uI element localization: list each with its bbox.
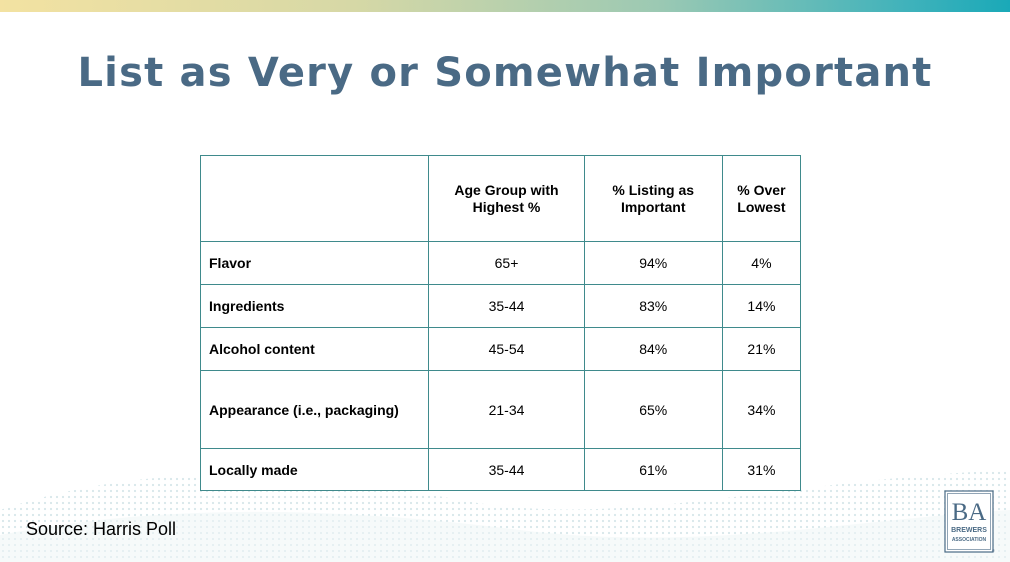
row-factor: Appearance (i.e., packaging) (199, 370, 430, 449)
row-factor: Locally made (199, 448, 430, 491)
brewers-association-logo: BA BREWERS ASSOCIATION ® (944, 490, 995, 553)
row-pct-important: 84% (583, 327, 723, 371)
row-pct-important: 83% (583, 284, 723, 328)
row-pct-over-lowest: 31% (721, 448, 802, 491)
row-factor: Flavor (199, 241, 430, 285)
table-row: Ingredients 35-44 83% 14% (199, 284, 802, 328)
row-pct-important: 94% (583, 241, 723, 285)
table-row: Appearance (i.e., packaging) 21-34 65% 3… (199, 370, 802, 449)
table-row: Alcohol content 45-54 84% 21% (199, 327, 802, 371)
row-pct-over-lowest: 34% (721, 370, 802, 449)
row-pct-important: 61% (583, 448, 723, 491)
row-age-group: 35-44 (428, 448, 585, 491)
header-pct-over-lowest: % Over Lowest (721, 155, 802, 242)
header-age-group: Age Group with Highest % (428, 155, 585, 242)
row-factor: Ingredients (199, 284, 430, 328)
logo-registered-mark: ® (992, 548, 995, 553)
importance-table: Age Group with Highest % % Listing as Im… (199, 155, 802, 491)
row-pct-over-lowest: 21% (721, 327, 802, 371)
header-pct-important: % Listing as Important (583, 155, 723, 242)
slide-title: List as Very or Somewhat Important (77, 50, 933, 96)
row-age-group: 65+ (428, 241, 585, 285)
background-wave-pattern (0, 470, 1010, 562)
row-pct-over-lowest: 14% (721, 284, 802, 328)
table-row: Locally made 35-44 61% 31% (199, 448, 802, 491)
top-gradient-bar (0, 0, 1010, 12)
row-pct-important: 65% (583, 370, 723, 449)
header-factor (199, 155, 430, 242)
row-factor: Alcohol content (199, 327, 430, 371)
row-pct-over-lowest: 4% (721, 241, 802, 285)
table-row: Flavor 65+ 94% 4% (199, 241, 802, 285)
row-age-group: 21-34 (428, 370, 585, 449)
row-age-group: 45-54 (428, 327, 585, 371)
row-age-group: 35-44 (428, 284, 585, 328)
table-header-row: Age Group with Highest % % Listing as Im… (199, 155, 802, 242)
logo-line1: BREWERS (951, 527, 987, 534)
logo-monogram: BA (952, 499, 987, 526)
source-note: Source: Harris Poll (26, 519, 177, 539)
logo-line2: ASSOCIATION (952, 537, 987, 543)
